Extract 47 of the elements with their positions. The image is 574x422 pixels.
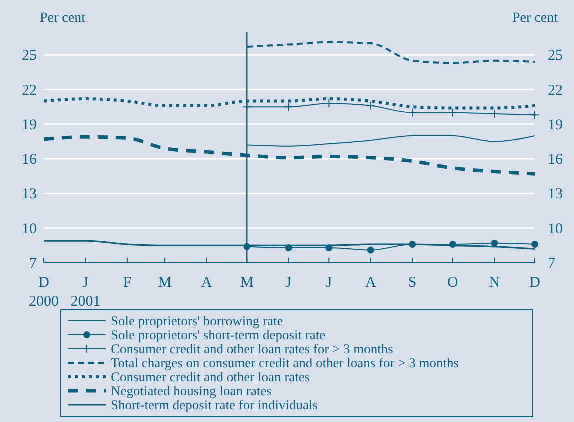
point bbox=[242, 102, 252, 112]
y-tick-label: 10 bbox=[22, 221, 37, 238]
legend-label: Short-term deposit rate for individuals bbox=[111, 398, 318, 412]
y-tick-label: 25 bbox=[22, 48, 37, 64]
x-tick-label: N bbox=[489, 275, 500, 291]
y2-axis-title: Per cent bbox=[512, 11, 558, 26]
x-tick-label: D bbox=[530, 275, 541, 291]
point bbox=[490, 110, 500, 119]
y2-tick-label: 25 bbox=[548, 48, 563, 64]
point bbox=[366, 101, 376, 110]
y2-tick-label: 10 bbox=[548, 221, 563, 238]
y-tick-label: 19 bbox=[22, 117, 37, 134]
x-tick-label: A bbox=[365, 275, 376, 291]
x-tick-label: D 2000 bbox=[29, 275, 59, 310]
y-tick-label: 16 bbox=[22, 152, 38, 168]
y-tick-label: 22 bbox=[22, 82, 37, 99]
y2-tick-label: 7 bbox=[548, 256, 556, 272]
point bbox=[284, 102, 294, 112]
legend-label: Total charges on consumer credit and other loans for > 3 months bbox=[111, 356, 459, 370]
x-tick-label: J 2001 bbox=[70, 275, 101, 310]
point bbox=[448, 108, 458, 118]
point bbox=[532, 241, 538, 248]
y-axis-title: Per cent bbox=[40, 11, 86, 26]
legend-label: Negotiated housing loan rates bbox=[111, 384, 272, 398]
x-tick-label: S bbox=[408, 275, 417, 291]
point bbox=[324, 99, 334, 108]
x-tick-label: J bbox=[286, 275, 292, 291]
x-tick-label: J bbox=[326, 275, 332, 291]
x-tick-label: M bbox=[158, 275, 172, 291]
point bbox=[367, 246, 374, 254]
legend-label: Sole proprietors' borrowing rate bbox=[111, 314, 284, 328]
legend-label: Consumer credit and other loan rates for > 3 months bbox=[111, 342, 394, 356]
point bbox=[530, 110, 540, 120]
y-tick-label: 13 bbox=[22, 186, 37, 203]
x-tick-label: F bbox=[123, 275, 132, 291]
y2-tick-label: 13 bbox=[548, 186, 563, 203]
y2-tick-label: 22 bbox=[548, 82, 563, 99]
legend-label: Sole proprietors' short-term deposit rate bbox=[111, 328, 326, 342]
point bbox=[408, 108, 418, 118]
x-tick-label: A bbox=[201, 275, 212, 291]
legend-label: Consumer credit and other loan rates bbox=[111, 370, 310, 384]
x-tick-label: O bbox=[448, 275, 459, 291]
y-tick-label: 7 bbox=[30, 256, 38, 272]
x-tick-label: M bbox=[240, 275, 254, 291]
point bbox=[491, 240, 498, 247]
y2-tick-label: 16 bbox=[548, 152, 564, 168]
y2-tick-label: 19 bbox=[548, 117, 563, 134]
